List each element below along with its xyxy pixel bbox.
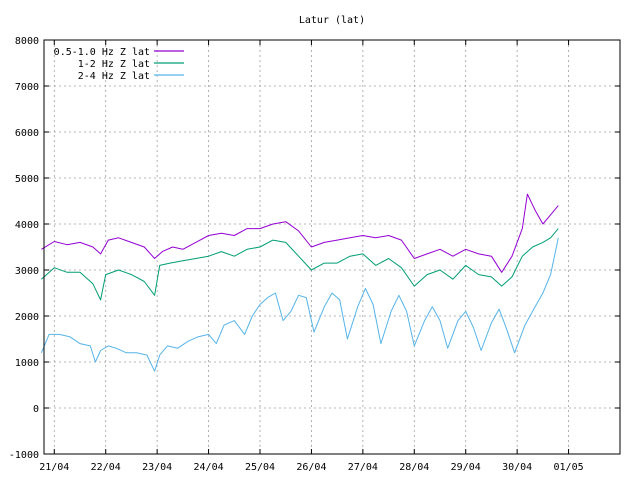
series-line	[41, 193, 559, 273]
y-tick-label: 1000	[15, 358, 39, 369]
legend-label: 1-2 Hz Z lat	[78, 59, 150, 70]
gridlines	[44, 40, 620, 454]
y-tick-label: 8000	[15, 36, 39, 47]
legend-label: 2-4 Hz Z lat	[78, 71, 150, 82]
y-tick-label: 4000	[15, 220, 39, 231]
x-tick-label: 22/04	[91, 462, 121, 473]
axis-ticks: -1000 0 1000 2000 3000 4000 5000 6000 7000 8000 21…	[9, 36, 620, 473]
series-line	[40, 237, 559, 372]
y-tick-label: 6000	[15, 128, 39, 139]
y-tick-label: -1000	[9, 450, 39, 461]
y-tick-label: 7000	[15, 82, 39, 93]
x-tick-label: 28/04	[399, 462, 429, 473]
plot-frame	[43, 39, 621, 455]
y-tick-label: 0	[33, 404, 39, 415]
y-tick-label: 3000	[15, 266, 39, 277]
x-tick-label: 24/04	[194, 462, 224, 473]
x-tick-label: 26/04	[296, 462, 326, 473]
legend-label: 0.5-1.0 Hz Z lat	[54, 47, 150, 58]
x-tick-label: 21/04	[39, 462, 69, 473]
x-tick-label: 01/05	[554, 462, 584, 473]
x-tick-label: 30/04	[502, 462, 532, 473]
x-tick-label: 25/04	[245, 462, 275, 473]
y-tick-label: 5000	[15, 174, 39, 185]
x-tick-label: 23/04	[142, 462, 172, 473]
series-lines	[40, 193, 559, 372]
y-tick-label: 2000	[15, 312, 39, 323]
chart-title: Latur (lat)	[299, 15, 365, 26]
x-tick-label: 29/04	[451, 462, 481, 473]
x-tick-label: 27/04	[348, 462, 378, 473]
series-line	[41, 228, 559, 301]
